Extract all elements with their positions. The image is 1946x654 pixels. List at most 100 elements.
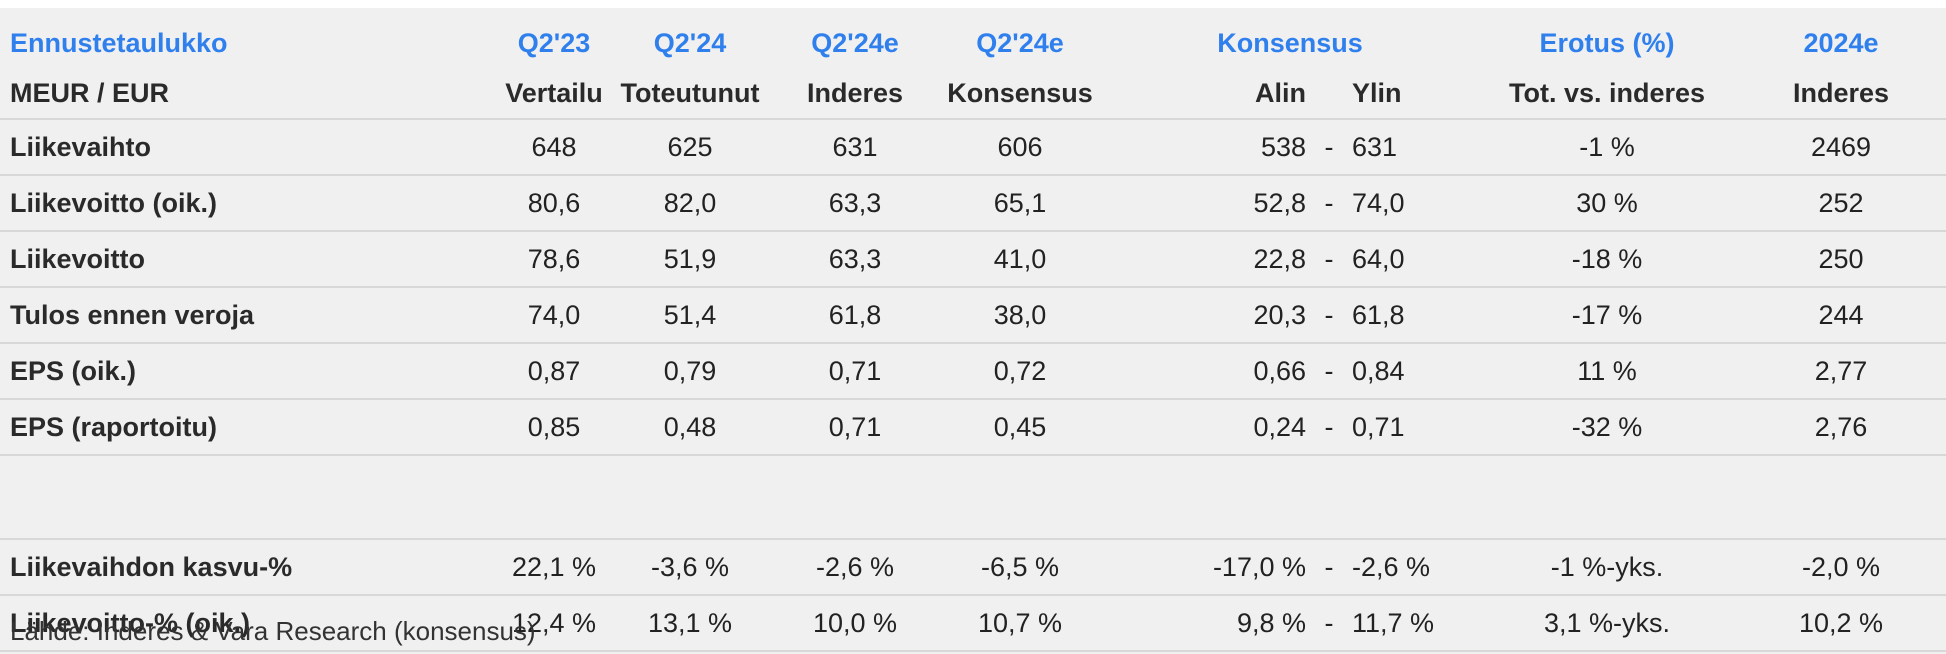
col-header-2024e: 2024e bbox=[1803, 27, 1879, 58]
cell-ylin: 64,0 bbox=[1348, 231, 1478, 288]
cell-ylin: -2,6 % bbox=[1348, 539, 1478, 596]
table-row: Liikevoitto 78,6 51,9 63,3 41,0 22,8-64,0 -18 … bbox=[0, 231, 1946, 288]
cell-e2024: 252 bbox=[1736, 175, 1946, 232]
cell-q224e: 63,3 bbox=[772, 231, 938, 288]
cell-e2024: 244 bbox=[1736, 287, 1946, 344]
cell-dash: - bbox=[1310, 231, 1348, 288]
cell-kons: 0,72 bbox=[938, 343, 1102, 400]
row-label: Liikevaihdon kasvu-% bbox=[0, 539, 500, 596]
cell-q223: 648 bbox=[500, 119, 608, 176]
cell-erotus: -1 %-yks. bbox=[1478, 539, 1736, 596]
cell-q224e: 10,0 % bbox=[772, 595, 938, 652]
cell-e2024: 2469 bbox=[1736, 119, 1946, 176]
table-row: EPS (raportoitu) 0,85 0,48 0,71 0,45 0,24-0,7… bbox=[0, 399, 1946, 456]
source-note: Lähde: Inderes & Vara Research (konsensu… bbox=[10, 616, 536, 646]
cell-kons: 65,1 bbox=[938, 175, 1102, 232]
cell-erotus: -17 % bbox=[1478, 287, 1736, 344]
cell-q224: 82,0 bbox=[608, 175, 772, 232]
cell-q224e: 0,71 bbox=[772, 399, 938, 456]
table-row: Liikevoitto (oik.) 80,6 82,0 63,3 65,1 52,8-7… bbox=[0, 175, 1946, 232]
cell-q223: 12,4 % bbox=[500, 595, 608, 652]
cell-e2024: 2,77 bbox=[1736, 343, 1946, 400]
subheader-konsensus: Konsensus bbox=[938, 68, 1102, 120]
cell-alin: 9,8 % bbox=[1102, 595, 1310, 652]
cell-alin: 0,24 bbox=[1102, 399, 1310, 456]
subheader-inderes: Inderes bbox=[772, 68, 938, 120]
cell-dash: - bbox=[1310, 287, 1348, 344]
cell-ylin: 74,0 bbox=[1348, 175, 1478, 232]
col-header-q223: Q2'23 bbox=[517, 27, 591, 58]
cell-erotus: -18 % bbox=[1478, 231, 1736, 288]
data-rows: Liikevaihto 648 625 631 606 538-631 -1 % 2469 Li… bbox=[0, 119, 1946, 456]
cell-e2024: 2,76 bbox=[1736, 399, 1946, 456]
cell-alin: 22,8 bbox=[1102, 231, 1310, 288]
subheader-alin: Alin bbox=[1102, 68, 1310, 120]
growth-rows: Liikevaihdon kasvu-% 22,1 % -3,6 % -2,6 % -6… bbox=[0, 539, 1946, 652]
cell-e2024: 250 bbox=[1736, 231, 1946, 288]
cell-e2024: 10,2 % bbox=[1736, 595, 1946, 652]
col-header-erotus: Erotus (%) bbox=[1539, 27, 1675, 58]
cell-e2024: -2,0 % bbox=[1736, 539, 1946, 596]
table-title: Ennustetaulukko bbox=[10, 27, 228, 58]
cell-erotus: 30 % bbox=[1478, 175, 1736, 232]
subheader-ylin: Ylin bbox=[1348, 68, 1478, 120]
cell-q223: 80,6 bbox=[500, 175, 608, 232]
cell-alin: 20,3 bbox=[1102, 287, 1310, 344]
cell-dash: - bbox=[1310, 175, 1348, 232]
cell-q223: 0,87 bbox=[500, 343, 608, 400]
cell-q224e: 0,71 bbox=[772, 343, 938, 400]
cell-kons: -6,5 % bbox=[938, 539, 1102, 596]
table-row: Liikevoitto-% (oik.) 12,4 % 13,1 % 10,0 % 10… bbox=[0, 595, 1946, 652]
cell-dash: - bbox=[1310, 119, 1348, 176]
table-header-row: Ennustetaulukko Q2'23 Q2'24 Q2'24e Q2'24… bbox=[0, 18, 1946, 68]
row-label: Liikevaihto bbox=[0, 119, 500, 176]
cell-q224: 625 bbox=[608, 119, 772, 176]
cell-dash: - bbox=[1310, 343, 1348, 400]
cell-kons: 38,0 bbox=[938, 287, 1102, 344]
cell-ylin: 0,84 bbox=[1348, 343, 1478, 400]
row-label: EPS (oik.) bbox=[0, 343, 500, 400]
forecast-table: Ennustetaulukko Q2'23 Q2'24 Q2'24e Q2'24… bbox=[0, 18, 1946, 652]
cell-kons: 10,7 % bbox=[938, 595, 1102, 652]
section-spacer bbox=[0, 455, 1946, 540]
cell-q224e: 631 bbox=[772, 119, 938, 176]
cell-q223: 74,0 bbox=[500, 287, 608, 344]
table-row: Liikevaihto 648 625 631 606 538-631 -1 % 2469 bbox=[0, 119, 1946, 176]
cell-q224: 13,1 % bbox=[608, 595, 772, 652]
col-header-konsensus: Konsensus bbox=[1217, 27, 1363, 58]
cell-alin: 0,66 bbox=[1102, 343, 1310, 400]
row-label: Tulos ennen veroja bbox=[0, 287, 500, 344]
cell-kons: 0,45 bbox=[938, 399, 1102, 456]
cell-q224: -3,6 % bbox=[608, 539, 772, 596]
cell-erotus: -32 % bbox=[1478, 399, 1736, 456]
cell-erotus: 11 % bbox=[1478, 343, 1736, 400]
row-label: Liikevoitto (oik.) bbox=[0, 175, 500, 232]
cell-q224: 51,4 bbox=[608, 287, 772, 344]
subheader-tot-vs-inderes: Tot. vs. inderes bbox=[1478, 68, 1736, 120]
cell-kons: 41,0 bbox=[938, 231, 1102, 288]
cell-q224: 51,9 bbox=[608, 231, 772, 288]
cell-dash: - bbox=[1310, 595, 1348, 652]
cell-dash: - bbox=[1310, 539, 1348, 596]
table-row: Liikevaihdon kasvu-% 22,1 % -3,6 % -2,6 % -6… bbox=[0, 539, 1946, 596]
col-header-q224e-inderes: Q2'24e bbox=[811, 27, 899, 58]
cell-q223: 22,1 % bbox=[500, 539, 608, 596]
row-label: Liikevoitto bbox=[0, 231, 500, 288]
cell-ylin: 631 bbox=[1348, 119, 1478, 176]
row-label: Liikevoitto-% (oik.) bbox=[0, 595, 500, 652]
cell-q224: 0,48 bbox=[608, 399, 772, 456]
subheader-toteutunut: Toteutunut bbox=[608, 68, 772, 120]
cell-alin: 52,8 bbox=[1102, 175, 1310, 232]
unit-label: MEUR / EUR bbox=[0, 68, 500, 120]
cell-q224e: -2,6 % bbox=[772, 539, 938, 596]
col-header-q224e-konsensus: Q2'24e bbox=[976, 27, 1064, 58]
subheader-spacer bbox=[1310, 68, 1348, 120]
cell-ylin: 0,71 bbox=[1348, 399, 1478, 456]
cell-alin: -17,0 % bbox=[1102, 539, 1310, 596]
cell-q224e: 63,3 bbox=[772, 175, 938, 232]
cell-erotus: -1 % bbox=[1478, 119, 1736, 176]
cell-alin: 538 bbox=[1102, 119, 1310, 176]
cell-dash: - bbox=[1310, 399, 1348, 456]
row-label: EPS (raportoitu) bbox=[0, 399, 500, 456]
table-row: EPS (oik.) 0,87 0,79 0,71 0,72 0,66-0,84 11 % 2… bbox=[0, 343, 1946, 400]
